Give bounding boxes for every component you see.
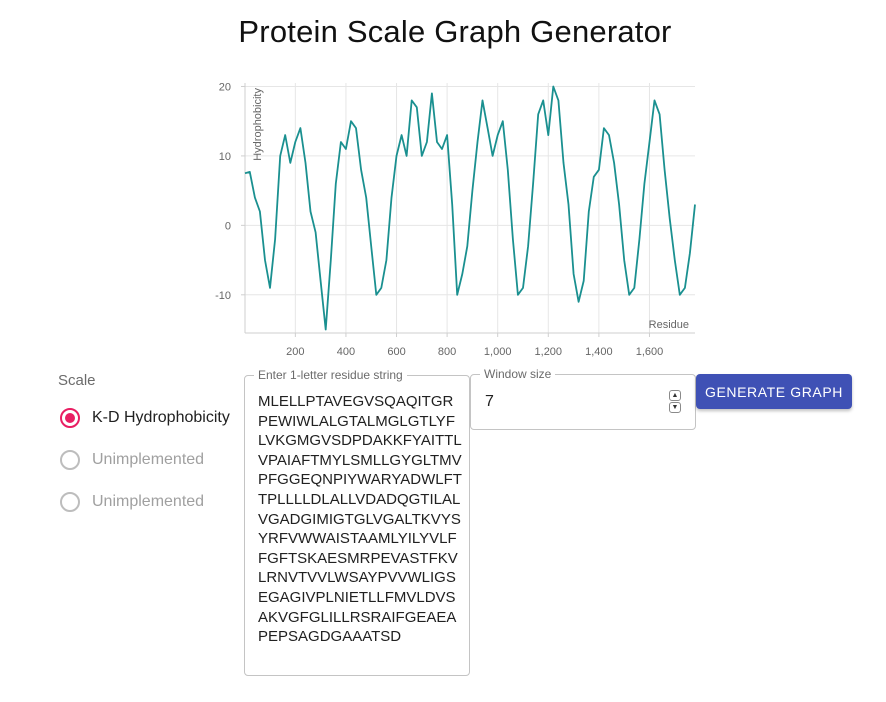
x-tick-label: 1,400 (585, 346, 613, 358)
hydrophobicity-chart: -10 0 10 20 200 400 600 800 1,000 1,200 1,400 1,600… (215, 81, 696, 358)
scale-radio-group: Scale K-D Hydrophobicity Unimplemented U… (58, 372, 238, 523)
x-tick-label: 400 (337, 346, 355, 358)
radio-unchecked-icon[interactable] (60, 492, 80, 512)
y-tick-label: 20 (219, 81, 231, 93)
x-tick-label: 600 (387, 346, 405, 358)
y-tick-label: 0 (225, 220, 231, 232)
radio-checked-icon[interactable] (60, 408, 80, 428)
scale-option-unimplemented-2[interactable]: Unimplemented (58, 481, 238, 523)
page-title: Protein Scale Graph Generator (238, 14, 672, 49)
scale-option-label: K-D Hydrophobicity (92, 409, 230, 426)
window-size-field[interactable]: Window size 7 ▲ ▼ (470, 367, 696, 430)
x-tick-label: 1,200 (535, 346, 563, 358)
x-tick-label: 1,000 (484, 346, 512, 358)
radio-unchecked-icon[interactable] (60, 450, 80, 470)
x-tick-label: 200 (286, 346, 304, 358)
sequence-textarea[interactable]: MLELLPTAVEGVSQAQITGRPEWIWLALGTALMGLGTLYF… (258, 393, 462, 646)
window-size-stepper[interactable]: ▲ ▼ (669, 390, 681, 414)
x-tick-label: 1,600 (636, 346, 664, 358)
scale-option-kd-hydrophobicity[interactable]: K-D Hydrophobicity (58, 397, 238, 439)
x-tick-label: 800 (438, 346, 456, 358)
scale-option-label: Unimplemented (92, 451, 205, 468)
x-axis-label: Residue (649, 319, 689, 331)
stepper-up-icon[interactable]: ▲ (669, 390, 681, 401)
window-size-label: Window size (480, 367, 556, 381)
sequence-field[interactable]: Enter 1-letter residue string MLELLPTAVE… (244, 368, 470, 676)
hydrophobicity-series-line (244, 85, 696, 331)
scale-legend: Scale (58, 372, 96, 389)
sequence-field-label: Enter 1-letter residue string (254, 368, 407, 382)
scale-option-unimplemented-1[interactable]: Unimplemented (58, 439, 238, 481)
y-axis-label: Hydrophobicity (252, 88, 264, 161)
generate-graph-button[interactable]: Generate graph (696, 374, 852, 409)
y-tick-label: -10 (215, 290, 231, 302)
stepper-down-icon[interactable]: ▼ (669, 402, 681, 413)
window-size-input[interactable]: 7 (485, 393, 494, 410)
scale-option-label: Unimplemented (92, 493, 205, 510)
y-tick-label: 10 (219, 151, 231, 163)
